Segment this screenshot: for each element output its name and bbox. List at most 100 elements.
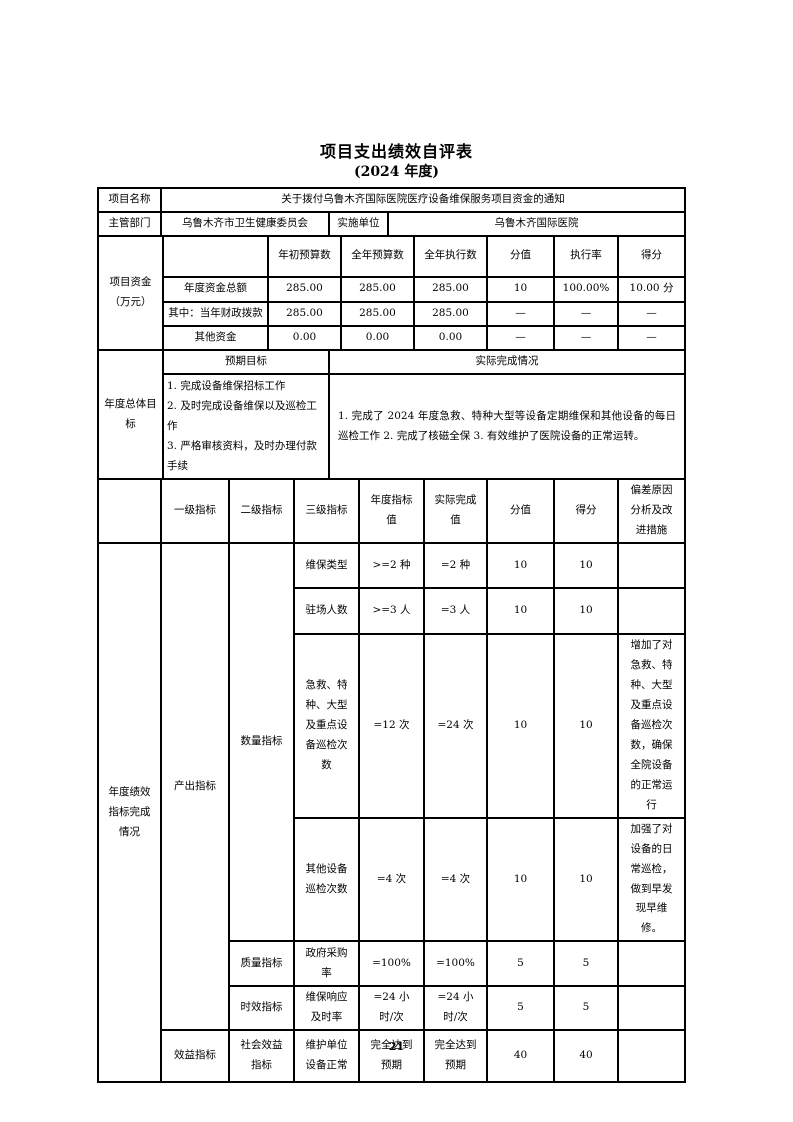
- indicator-actual: =4 次: [423, 816, 488, 943]
- project-header-table: 项目名称 关于拨付乌鲁木齐国际医院医疗设备维保服务项目资金的通知 主管部门 乌鲁…: [97, 187, 686, 237]
- actual-completion-header: 实际完成情况: [328, 348, 686, 375]
- indicator-target: >=3 人: [358, 587, 425, 636]
- funds-col-header-score: 得分: [617, 234, 686, 278]
- indicator-target: =4 次: [358, 816, 425, 943]
- indicator-score-value: 10: [486, 542, 555, 590]
- table-row: 1. 完成设备维保招标工作 2. 及时完成设备维保以及巡检工作 3. 严格审核资…: [98, 372, 686, 481]
- table-row: 项目资金（万元） 年初预算数 全年预算数 全年执行数 分值 执行率 得分: [97, 234, 686, 351]
- funds-row-name: 年度资金总额: [162, 275, 269, 303]
- indicator-score-value: 10: [486, 816, 555, 943]
- table-row: 其他设备巡检次数 =4 次 =4 次 10 10 加强了对设备的日常巡检，做到早…: [98, 816, 686, 943]
- table-row: 其他资金 0.00 0.00 0.00 — — —: [98, 324, 686, 351]
- table-row: 主管部门 乌鲁木齐市卫生健康委员会 实施单位 乌鲁木齐国际医院: [97, 210, 686, 237]
- page-number: 21: [388, 1040, 405, 1053]
- project-name-value: 关于拨付乌鲁木齐国际医院医疗设备维保服务项目资金的通知: [160, 187, 686, 213]
- expected-goal-item: 1. 完成设备维保招标工作: [167, 379, 286, 392]
- indicator-actual: 完全达到预期: [423, 1029, 488, 1084]
- funds-cell: —: [486, 324, 555, 351]
- empty-cell: [97, 478, 162, 545]
- indicators-section-label: 年度绩效指标完成情况: [97, 542, 162, 1084]
- col-header-level3: 三级指标: [293, 478, 360, 545]
- indicator-target: =24 小时/次: [358, 985, 425, 1032]
- dept-value: 乌鲁木齐市卫生健康委员会: [160, 210, 330, 237]
- dept-label: 主管部门: [97, 210, 162, 237]
- funds-cell: 0.00: [267, 324, 342, 351]
- indicator-deviation: [617, 542, 686, 590]
- col-header-level1: 一级指标: [160, 478, 230, 545]
- col-header-score-value: 分值: [486, 478, 555, 545]
- funds-cell: —: [553, 324, 619, 351]
- funds-col-header-initial-budget: 年初预算数: [267, 234, 342, 278]
- expected-goal-header: 预期目标: [162, 348, 330, 375]
- indicator-actual: =100%: [423, 940, 488, 988]
- funds-cell: —: [486, 300, 555, 327]
- funds-cell: 100.00%: [553, 275, 619, 303]
- indicator-name: 驻场人数: [293, 587, 360, 636]
- indicator-deviation: [617, 940, 686, 988]
- annual-goal-label: 年度总体目标: [97, 348, 164, 481]
- funds-col-header-execution-rate: 执行率: [553, 234, 619, 278]
- col-header-score: 得分: [553, 478, 619, 545]
- indicator-score-value: 40: [486, 1029, 555, 1084]
- funds-cell: 285.00: [413, 300, 488, 327]
- indicator-deviation: [617, 1029, 686, 1084]
- indicator-name: 维保类型: [293, 542, 360, 590]
- funds-cell: —: [553, 300, 619, 327]
- project-funds-table: 项目资金（万元） 年初预算数 全年预算数 全年执行数 分值 执行率 得分 年度资…: [97, 234, 686, 351]
- indicator-score: 10: [553, 633, 619, 819]
- indicator-deviation: 增加了对急救、特种、大型及重点设备巡检次数，确保全院设备的正常运行: [617, 633, 686, 819]
- col-header-level2: 二级指标: [228, 478, 295, 545]
- indicator-deviation: [617, 985, 686, 1032]
- indicator-name: 急救、特种、大型及重点设备巡检次数: [293, 633, 360, 819]
- indicator-target: =100%: [358, 940, 425, 988]
- indicator-score-value: 10: [486, 587, 555, 636]
- indicator-score: 10: [553, 816, 619, 943]
- funds-cell: 10: [486, 275, 555, 303]
- funds-cell: 285.00: [267, 300, 342, 327]
- funds-cell: 285.00: [267, 275, 342, 303]
- expected-goal-item: 3. 严格审核资料，及时办理付款手续: [167, 439, 317, 472]
- indicator-name: 其他设备巡检次数: [293, 816, 360, 943]
- indicator-actual: =2 种: [423, 542, 488, 590]
- funds-cell: 285.00: [340, 275, 415, 303]
- self-evaluation-table: 项目名称 关于拨付乌鲁木齐国际医院医疗设备维保服务项目资金的通知 主管部门 乌鲁…: [97, 187, 686, 1084]
- indicator-deviation: [617, 587, 686, 636]
- funds-cell: 285.00: [340, 300, 415, 327]
- indicator-actual: =24 小时/次: [423, 985, 488, 1032]
- indicator-target: 完全达到预期: [358, 1029, 425, 1084]
- indicator-score-value: 10: [486, 633, 555, 819]
- col-header-actual-value: 实际完成值: [423, 478, 488, 545]
- indicator-score: 5: [553, 940, 619, 988]
- funds-cell: 0.00: [413, 324, 488, 351]
- annual-goal-table: 年度总体目标 预期目标 实际完成情况 1. 完成设备维保招标工作 2. 及时完成…: [97, 348, 686, 481]
- indicator-score: 10: [553, 542, 619, 590]
- level2-quality-indicator: 质量指标: [228, 940, 295, 988]
- page-subtitle: (2024 年度): [353, 164, 440, 180]
- funds-section-label: 项目资金（万元）: [97, 234, 164, 351]
- funds-col-header-annual-execution: 全年执行数: [413, 234, 488, 278]
- table-row: 急救、特种、大型及重点设备巡检次数 =12 次 =24 次 10 10 增加了对…: [98, 633, 686, 819]
- expected-goal-item: 2. 及时完成设备维保以及巡检工作: [167, 399, 317, 432]
- indicator-actual: =24 次: [423, 633, 488, 819]
- table-row: 项目名称 关于拨付乌鲁木齐国际医院医疗设备维保服务项目资金的通知: [97, 187, 686, 213]
- funds-col-header-annual-budget: 全年预算数: [340, 234, 415, 278]
- indicator-actual: =3 人: [423, 587, 488, 636]
- funds-cell: —: [617, 300, 686, 327]
- level2-social-benefit-indicator: 社会效益指标: [228, 1029, 295, 1084]
- funds-col-header-score-value: 分值: [486, 234, 555, 278]
- level2-timeliness-indicator: 时效指标: [228, 985, 295, 1032]
- indicator-score: 40: [553, 1029, 619, 1084]
- indicator-score-value: 5: [486, 985, 555, 1032]
- table-row: 年度绩效指标完成情况 产出指标 数量指标 维保类型 >=2 种 =2 种 10 …: [97, 542, 686, 1084]
- col-header-deviation: 偏差原因分析及改进措施: [617, 478, 686, 545]
- table-row: 一级指标 二级指标 三级指标 年度指标值 实际完成值 分值 得分 偏差原因分析及…: [97, 478, 686, 545]
- funds-row-name: 其中：当年财政拨款: [162, 300, 269, 327]
- indicator-target: =12 次: [358, 633, 425, 819]
- indicators-table: 一级指标 二级指标 三级指标 年度指标值 实际完成值 分值 得分 偏差原因分析及…: [97, 478, 686, 1084]
- table-row: 时效指标 维保响应及时率 =24 小时/次 =24 小时/次 5 5: [98, 985, 686, 1032]
- table-row: 年度资金总额 285.00 285.00 285.00 10 100.00% 1…: [98, 275, 686, 303]
- expected-goal-list: 1. 完成设备维保招标工作 2. 及时完成设备维保以及巡检工作 3. 严格审核资…: [162, 372, 330, 481]
- impl-unit-label: 实施单位: [328, 210, 389, 237]
- table-row: 其中：当年财政拨款 285.00 285.00 285.00 — — —: [98, 300, 686, 327]
- funds-cell: 0.00: [340, 324, 415, 351]
